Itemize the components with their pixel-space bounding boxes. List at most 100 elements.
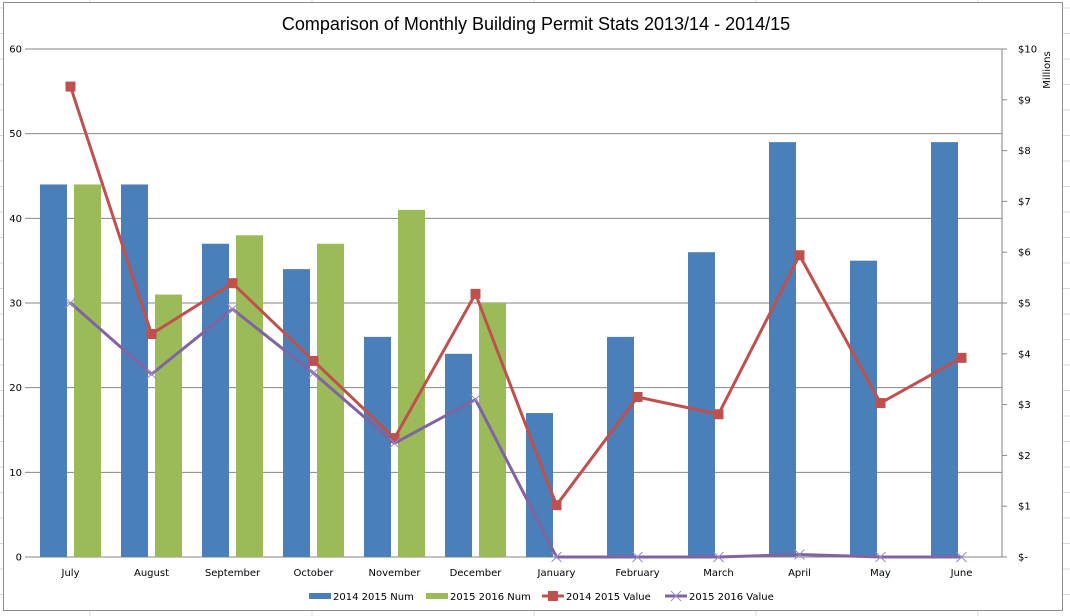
bar	[850, 260, 877, 557]
x-marker	[308, 367, 319, 379]
y2-tick-label: $3	[1018, 400, 1031, 411]
x-marker-stroke	[956, 551, 967, 563]
y2-tick-label: $6	[1018, 248, 1031, 259]
x-tick-label: July	[61, 568, 80, 579]
x-marker	[551, 551, 562, 563]
y-axis-ticks: 0 10 20 30 40 50 60	[9, 45, 30, 564]
bar	[364, 336, 391, 557]
square-marker	[632, 391, 643, 402]
square-marker	[146, 328, 157, 339]
bar	[607, 336, 634, 557]
bars	[40, 142, 958, 557]
series-line	[69, 301, 962, 559]
bar	[155, 294, 182, 557]
square-marker	[794, 250, 805, 261]
y-tick-label: 0	[16, 553, 22, 564]
legend-swatch	[309, 593, 331, 599]
y-tick-label: 60	[9, 45, 22, 56]
x-marker-stroke	[227, 303, 238, 315]
square-marker	[551, 500, 562, 511]
y2-tick-label: $2	[1018, 451, 1031, 462]
x-marker	[65, 297, 76, 309]
legend-x-marker	[670, 590, 682, 602]
bar	[236, 235, 263, 557]
legend-label: 2014 2015 Num	[333, 592, 414, 603]
y2-tick-label: $4	[1018, 349, 1031, 360]
square-marker	[956, 352, 967, 363]
x-marker	[632, 551, 643, 563]
bar	[74, 184, 101, 557]
y2-tick-label: $9	[1018, 95, 1031, 106]
x-marker	[956, 551, 967, 563]
legend-label: 2015 2016 Num	[450, 592, 531, 603]
x-tick-label: October	[293, 568, 334, 579]
x-tick-label: September	[205, 568, 261, 579]
x-marker-stroke	[875, 551, 886, 563]
y-tick-label: 20	[9, 383, 22, 394]
y-tick-label: 10	[9, 468, 22, 479]
x-tick-label: March	[703, 568, 733, 579]
y-tick-label: 50	[9, 129, 22, 140]
bar	[398, 209, 425, 557]
x-tick-label: June	[950, 568, 973, 579]
legend-label: 2015 2016 Value	[689, 592, 774, 603]
y2-tick-label: $5	[1018, 299, 1031, 310]
bar	[769, 142, 796, 557]
x-marker-stroke	[632, 551, 643, 563]
square-marker	[875, 398, 886, 409]
y2-axis-label: Millions	[1042, 51, 1053, 88]
x-marker	[389, 437, 400, 449]
x-tick-label: November	[368, 568, 421, 579]
y2-tick-label: $1	[1018, 502, 1031, 513]
legend-item: 2014 2015 Num	[309, 592, 414, 603]
bar	[283, 269, 310, 557]
legend-item: 2015 2016 Num	[426, 592, 531, 603]
x-tick-label: August	[134, 568, 169, 579]
bar	[445, 353, 472, 557]
y2-axis-ticks: $- $1 $2 $3 $4 $5 $6 $7 $8 $9 $10	[1002, 45, 1037, 564]
x-marker	[227, 303, 238, 315]
y2-tick-label: $7	[1018, 197, 1031, 208]
y-tick-label: 30	[9, 299, 22, 310]
x-marker-stroke	[713, 551, 724, 563]
square-marker	[470, 288, 481, 299]
x-tick-label: February	[615, 568, 659, 579]
x-axis-ticks: July August September October November Decemb…	[61, 568, 973, 579]
bar	[688, 252, 715, 557]
x-marker	[875, 551, 886, 563]
lines	[65, 81, 967, 563]
x-marker	[470, 394, 481, 405]
x-marker-stroke	[308, 367, 319, 379]
x-tick-label: December	[450, 568, 503, 579]
series-line	[69, 86, 963, 507]
y-tick-label: 40	[9, 214, 22, 225]
bar	[121, 184, 148, 557]
x-marker-stroke	[794, 549, 805, 560]
x-marker-stroke	[146, 368, 157, 380]
square-marker	[713, 409, 724, 420]
legend-item: 2014 2015 Value	[542, 591, 651, 603]
legend-square-marker	[548, 591, 558, 601]
y2-tick-label: $10	[1018, 45, 1037, 56]
x-tick-label: April	[788, 568, 811, 579]
x-marker	[713, 551, 724, 563]
x-tick-label: May	[870, 568, 891, 579]
legend: 2014 2015 Num 2015 2016 Num 2014 2015 Valu…	[309, 590, 774, 603]
x-marker	[794, 549, 805, 560]
bar	[317, 243, 344, 557]
x-tick-label: January	[537, 568, 576, 579]
square-marker	[65, 81, 76, 92]
y2-tick-label: $-	[1018, 553, 1028, 564]
bar	[931, 142, 958, 557]
square-marker	[308, 355, 319, 366]
bar	[40, 184, 67, 557]
x-marker-stroke	[65, 297, 76, 309]
legend-swatch	[426, 593, 448, 599]
x-marker-stroke	[470, 394, 481, 405]
chart-title: Comparison of Monthly Building Permit St…	[282, 14, 790, 34]
x-marker	[146, 368, 157, 380]
x-marker-stroke	[551, 551, 562, 563]
legend-label: 2014 2015 Value	[566, 592, 651, 603]
